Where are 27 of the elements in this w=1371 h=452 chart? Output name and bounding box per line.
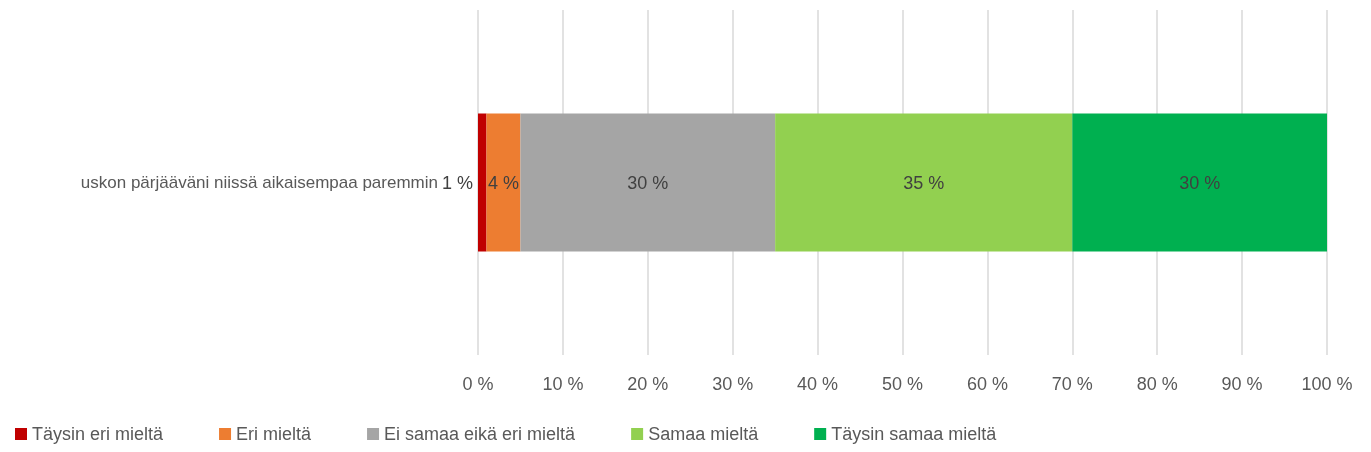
x-tick-label: 70 % [1051, 374, 1093, 394]
data-label: 4 % [487, 172, 519, 193]
data-label: 30 % [627, 172, 669, 193]
x-tick-label: 40 % [797, 374, 839, 394]
legend-label: Eri mieltä [236, 424, 313, 444]
legend-label: Täysin samaa mieltä [831, 424, 998, 444]
bar [478, 113, 487, 252]
legend-label: Ei samaa eikä eri mieltä [384, 424, 577, 444]
x-tick-label: 30 % [712, 374, 754, 394]
legend-label: Täysin eri mieltä [32, 424, 165, 444]
data-label: 1 % [441, 172, 473, 193]
x-tick-label: 60 % [966, 374, 1008, 394]
bar [520, 113, 776, 252]
x-tick-label: 10 % [542, 374, 584, 394]
x-tick-label: 50 % [881, 374, 924, 394]
bar [1072, 113, 1327, 252]
data-label: 35 % [903, 172, 945, 193]
data-label: 30 % [1179, 172, 1221, 193]
legend-label: Samaa mieltä [648, 424, 760, 444]
y-tick-label: uskon pärjääväni niissä aikaisempaa paremmin [80, 173, 438, 192]
bar [486, 113, 521, 252]
x-tick-label: 20 % [627, 374, 669, 394]
x-tick-label: 100 % [1301, 374, 1353, 394]
x-tick-label: 90 % [1221, 374, 1263, 394]
bar [775, 113, 1073, 252]
x-tick-label: 0 % [462, 374, 494, 394]
x-tick-label: 80 % [1136, 374, 1178, 394]
